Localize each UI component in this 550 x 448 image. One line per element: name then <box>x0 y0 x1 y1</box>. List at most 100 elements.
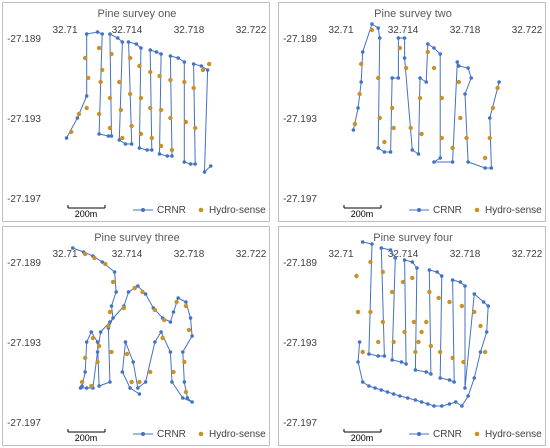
y-tick-label: -27.193 <box>283 114 317 125</box>
hydro-sense-point <box>110 279 116 285</box>
crnr-point <box>438 52 442 56</box>
hydro-sense-point <box>459 303 465 309</box>
crnr-point <box>145 148 149 152</box>
hydro-sense-point <box>436 295 441 301</box>
hydro-sense-point <box>158 107 164 113</box>
hydro-sense-point <box>96 111 102 117</box>
crnr-point <box>438 156 442 160</box>
crnr-point <box>143 380 148 384</box>
hydro-sense-point <box>182 359 187 365</box>
crnr-point <box>418 76 422 80</box>
hydro-sense-point <box>69 129 74 135</box>
crnr-point <box>143 292 148 296</box>
legend-hydro-label: Hydro-sense <box>209 429 266 440</box>
crnr-point <box>497 80 501 84</box>
crnr-point <box>108 32 112 36</box>
crnr-point <box>478 350 483 354</box>
crnr-point <box>95 340 100 344</box>
crnr-point <box>111 316 115 320</box>
crnr-point <box>191 62 196 66</box>
crnr-point <box>360 380 365 384</box>
hydro-sense-point <box>358 61 364 67</box>
hydro-sense-point <box>487 135 492 141</box>
hydro-sense-point <box>89 383 94 389</box>
crnr-point <box>98 330 103 334</box>
crnr-point <box>136 284 140 288</box>
chart-title: Pine survey two <box>374 8 452 20</box>
crnr-point <box>432 404 436 408</box>
hydro-sense-point <box>456 79 461 85</box>
crnr-point <box>438 376 442 380</box>
crnr-point <box>396 36 401 40</box>
crnr-point <box>108 380 112 384</box>
x-tick-label: 32.718 <box>450 249 481 260</box>
hydro-sense-point <box>424 319 429 325</box>
crnr-point <box>402 56 407 60</box>
hydro-sense-point <box>107 95 113 101</box>
crnr-point <box>373 386 377 390</box>
legend-hydro-label: Hydro-sense <box>485 205 542 216</box>
legend-hydro-marker <box>474 207 480 213</box>
crnr-point <box>359 80 363 84</box>
legend-hydro-label: Hydro-sense <box>485 429 542 440</box>
legend-hydro-marker <box>474 431 480 437</box>
crnr-point <box>439 404 444 408</box>
crnr-point <box>165 154 170 158</box>
hydro-sense-point <box>193 125 198 131</box>
crnr-point <box>472 292 477 296</box>
crnr-point <box>486 304 491 308</box>
crnr-point <box>97 384 101 388</box>
hydro-sense-point <box>137 379 142 385</box>
chart-panel-2: Pine survey two 32.71 32.714 32.718 32.722 -2… <box>278 2 546 222</box>
chart-svg-2: Pine survey two 32.71 32.714 32.718 32.722 -2… <box>283 8 543 219</box>
hydro-sense-point <box>368 259 373 265</box>
hydro-sense-point <box>478 323 483 329</box>
crnr-point <box>426 42 430 46</box>
crnr-point <box>123 340 128 344</box>
crnr-series-line <box>66 31 212 174</box>
hydro-sense-point <box>158 143 164 149</box>
hydro-sense-point <box>416 339 421 345</box>
hydro-sense-point <box>200 67 206 73</box>
legend-crnr-marker <box>141 208 145 212</box>
crnr-point <box>404 362 408 366</box>
hydro-sense-point <box>137 63 142 69</box>
crnr-point <box>415 266 419 270</box>
hydro-sense-point <box>95 359 100 365</box>
crnr-point <box>168 54 173 58</box>
chart-panel-4: Pine survey four 32.71 32.714 32.718 32.722 -… <box>278 226 546 446</box>
legend-hydro-marker <box>198 431 204 437</box>
x-tick-label: 32.71 <box>52 249 77 260</box>
hydro-sense-point <box>171 369 176 375</box>
crnr-point <box>100 32 104 36</box>
crnr-point <box>472 376 477 380</box>
hydro-sense-point <box>403 65 409 71</box>
hydro-sense-point <box>118 107 124 113</box>
hydro-sense-point <box>124 351 130 357</box>
hydro-sense-point <box>419 329 424 335</box>
crnr-point <box>97 132 101 136</box>
crnr-point <box>199 64 204 68</box>
y-tick-label: -27.189 <box>283 258 317 269</box>
hydro-sense-point <box>120 135 125 141</box>
hydro-sense-point <box>182 79 187 85</box>
legend-crnr-marker <box>417 432 421 436</box>
x-tick-label: 32.71 <box>328 25 353 36</box>
hydro-sense-point <box>152 307 158 313</box>
crnr-point <box>427 268 432 272</box>
crnr-point <box>176 56 180 60</box>
crnr-point <box>402 36 407 40</box>
crnr-point <box>458 280 463 284</box>
hydro-sense-point <box>117 79 122 85</box>
hydro-sense-point <box>439 95 444 101</box>
crnr-point <box>84 386 89 390</box>
hydro-sense-point <box>140 289 145 295</box>
legend-crnr-label: CRNR <box>433 205 462 216</box>
hydro-sense-point <box>183 389 189 395</box>
hydro-sense-point <box>427 289 432 295</box>
crnr-point <box>432 160 436 164</box>
crnr-point <box>356 106 360 110</box>
crnr-point <box>377 36 382 40</box>
crnr-point <box>78 386 83 390</box>
crnr-point <box>356 360 360 364</box>
